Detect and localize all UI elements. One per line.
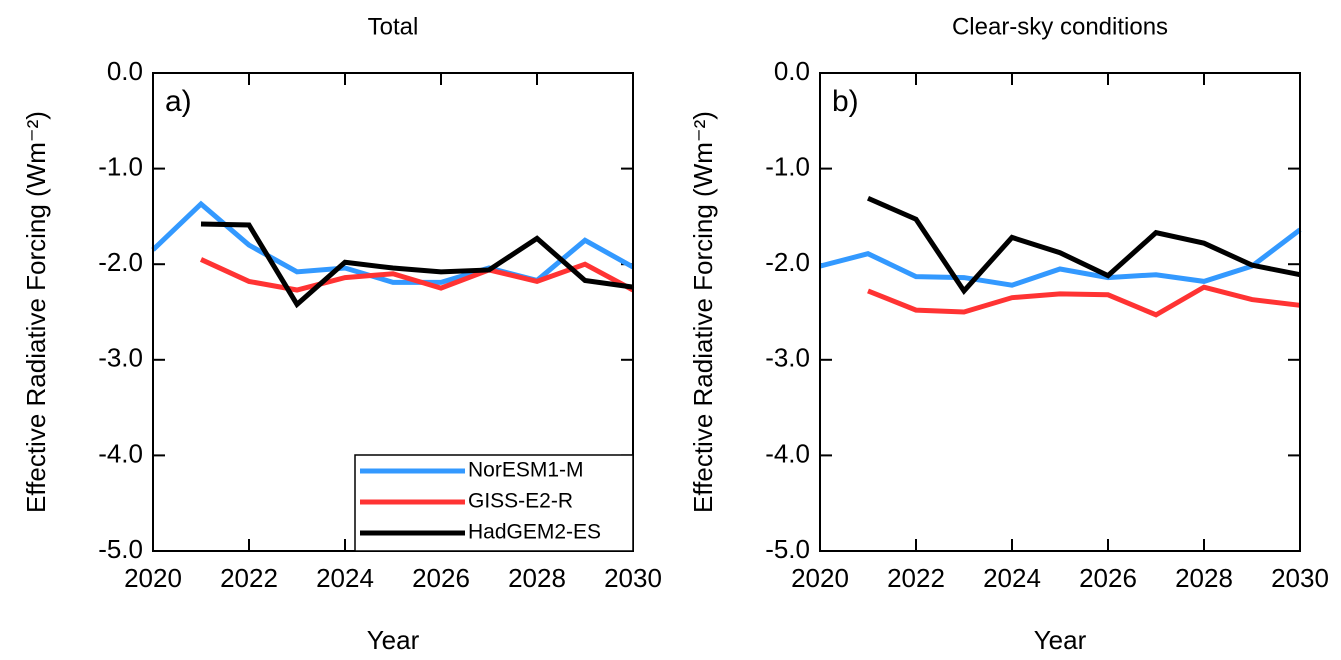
data-line [151,200,635,285]
y-tick-label: -5.0 [765,534,810,564]
y-axis-title: Effective Radiative Forcing (Wm⁻²) [21,111,51,513]
panel-label: a) [165,85,192,118]
x-tick-label: 2024 [316,563,374,593]
y-tick-label: -2.0 [98,247,143,277]
y-tick-label: -5.0 [98,534,143,564]
x-axis-title: Year [367,625,420,655]
y-axis-title: Effective Radiative Forcing (Wm⁻²) [688,111,718,513]
legend-label: HadGEM2-ES [468,521,601,544]
data-line [866,195,1301,296]
y-tick-label: -1.0 [765,151,810,181]
x-tick-label: 2020 [124,563,182,593]
panel-label: b) [832,85,859,118]
y-tick-label: 0.0 [107,56,143,86]
data-line [199,257,635,293]
x-tick-label: 2022 [220,563,278,593]
plot-frame [819,72,1301,552]
legend-label: GISS-E2-R [468,490,573,513]
y-tick-label: -2.0 [765,247,810,277]
y-tick-label: -3.0 [765,343,810,373]
data-line [819,227,1302,288]
x-axis-title: Year [1034,625,1087,655]
x-tick-label: 2022 [887,563,945,593]
chart-title: Total [368,13,419,40]
x-tick-label: 2024 [983,563,1041,593]
x-tick-label: 2026 [412,563,470,593]
y-tick-label: -4.0 [765,438,810,468]
chart-title: Clear-sky conditions [952,13,1168,40]
y-tick-label: 0.0 [774,56,810,86]
x-tick-label: 2020 [791,563,849,593]
legend-label: NorESM1-M [468,459,584,482]
data-line [200,221,634,309]
x-tick-label: 2028 [508,563,566,593]
data-line [867,284,1301,318]
y-tick-label: -4.0 [98,438,143,468]
y-tick-label: -3.0 [98,343,143,373]
y-tick-label: -1.0 [98,151,143,181]
x-tick-label: 2030 [1271,563,1329,593]
x-tick-label: 2026 [1079,563,1137,593]
x-tick-label: 2030 [604,563,662,593]
x-tick-label: 2028 [1175,563,1233,593]
